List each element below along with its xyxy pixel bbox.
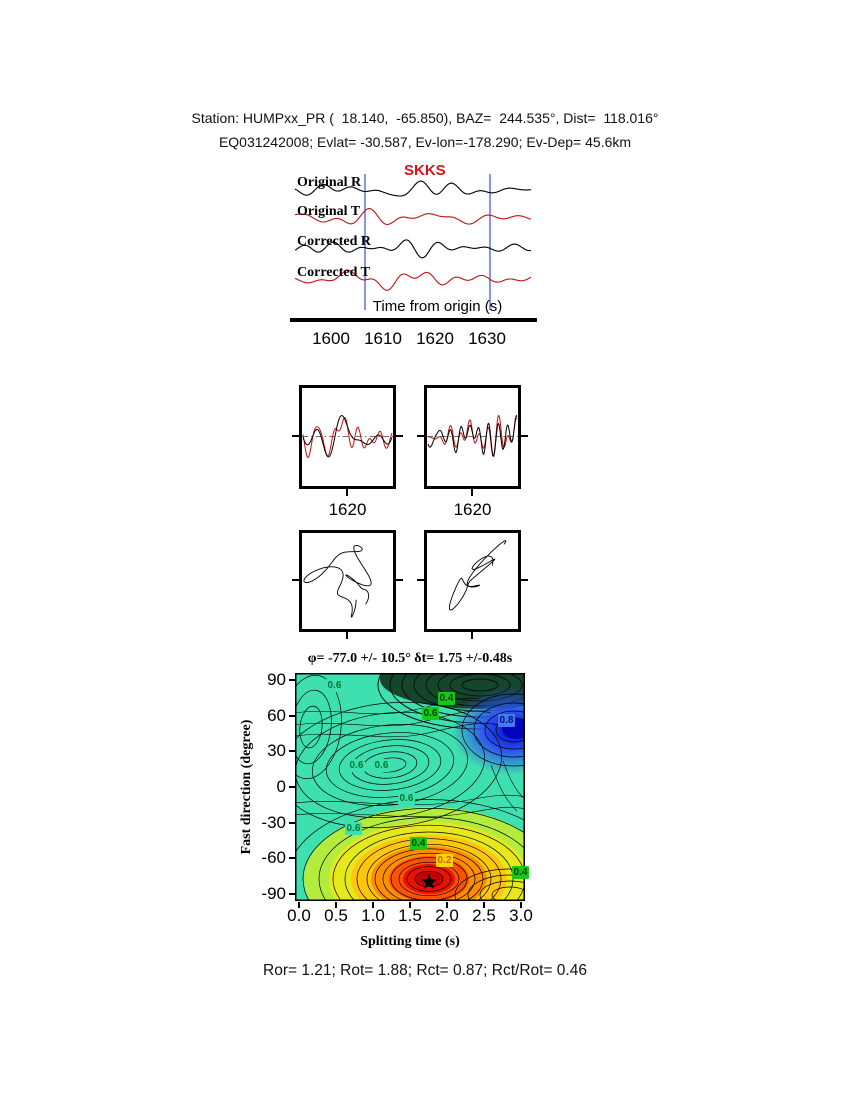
contour-ytick-label: 30 — [267, 741, 286, 761]
overlay-xtick-left: 1620 — [328, 500, 367, 519]
tick-mark — [298, 902, 300, 908]
tick-mark — [396, 435, 403, 437]
overlay-xtick-right: 1620 — [453, 500, 492, 519]
phase-label-skks: SKKS — [404, 162, 446, 179]
results-footer: Ror= 1.21; Rot= 1.88; Rct= 0.87; Rct/Rot… — [263, 962, 587, 979]
contour-level-label: 0.6 — [345, 822, 362, 835]
station-header: Station: HUMPxx_PR ( 18.140, -65.850), B… — [191, 110, 659, 126]
overlay-plot-right — [427, 415, 518, 457]
contour-xtick-label: 0.5 — [324, 906, 348, 925]
tick-mark — [409, 902, 411, 908]
contour-ytick-label: -30 — [261, 812, 286, 832]
tick-mark — [346, 632, 348, 639]
contour-xtick-label: 0.0 — [287, 906, 311, 925]
tick-mark — [521, 579, 528, 581]
trace-label-original-r: Original R — [297, 175, 362, 190]
particle-motion-plot-right — [448, 540, 507, 611]
tick-mark — [289, 714, 295, 717]
time-tick-label: 1630 — [468, 329, 506, 348]
contour-xtick-label: 2.0 — [435, 906, 459, 925]
contour-level-label: 0.4 — [438, 692, 455, 705]
tick-mark — [292, 435, 299, 437]
tick-mark — [289, 821, 295, 824]
time-tick-label: 1600 — [312, 329, 350, 348]
tick-mark — [521, 435, 528, 437]
contour-xtick-label: 1.0 — [361, 906, 385, 925]
trace-label-corrected-t: Corrected T — [297, 265, 370, 280]
tick-mark — [417, 435, 424, 437]
tick-mark — [346, 489, 348, 496]
contour-xtick-label: 3.0 — [509, 906, 533, 925]
particle-motion-panel-left — [299, 530, 396, 632]
contour-ytick-label: -60 — [261, 848, 286, 868]
time-axis-line — [290, 318, 537, 322]
contour-level-label: 0.8 — [498, 714, 515, 727]
tick-mark — [520, 902, 522, 908]
contour-level-label: 0.2 — [436, 854, 453, 867]
tick-mark — [289, 786, 295, 788]
contour-level-label: 0.6 — [348, 759, 365, 772]
contour-level-label: 0.6 — [373, 759, 390, 772]
tick-mark — [292, 579, 299, 581]
contour-level-label: 0.4 — [512, 866, 529, 879]
tick-mark — [471, 632, 473, 639]
tick-mark — [483, 902, 485, 908]
tick-mark — [289, 857, 295, 860]
contour-level-label: 0.6 — [326, 679, 343, 692]
tick-mark — [471, 489, 473, 496]
best-solution-star — [420, 873, 438, 889]
tick-mark — [289, 679, 295, 681]
overlay-panel-left — [299, 385, 396, 489]
tick-mark — [372, 902, 374, 908]
contour-ytick-label: 60 — [267, 705, 286, 725]
trace-label-corrected-r: Corrected R — [297, 234, 371, 249]
contour-title: φ= -77.0 +/- 10.5° δt= 1.75 +/-0.48s — [307, 651, 513, 666]
tick-mark — [396, 579, 403, 581]
tick-mark — [289, 893, 295, 895]
overlay-plot-left — [302, 415, 393, 458]
time-tick-label: 1620 — [416, 329, 454, 348]
event-header: EQ031242008; Evlat= -30.587, Ev-lon=-178… — [218, 134, 632, 150]
contour-ytick-label: -90 — [261, 884, 286, 903]
seismogram-traces-plot — [294, 174, 532, 310]
tick-mark — [335, 902, 337, 908]
trace-label-original-t: Original T — [297, 204, 361, 219]
contour-level-label: 0.6 — [422, 707, 439, 720]
contour-level-label: 0.4 — [410, 837, 427, 850]
overlay-panel-right — [424, 385, 521, 489]
contour-level-label: 0.6 — [398, 792, 415, 805]
tick-mark — [417, 579, 424, 581]
contour-xtick-label: 2.5 — [472, 906, 496, 925]
misfit-contour-map — [295, 673, 525, 901]
contour-xtick-label: 1.5 — [398, 906, 422, 925]
contour-ytick-label: 0 — [276, 777, 286, 796]
contour-ytick-label: 90 — [267, 670, 286, 689]
contour-xlabel: Splitting time (s) — [360, 934, 460, 949]
time-axis-title: Time from origin (s) — [372, 298, 503, 315]
tick-mark — [446, 902, 448, 908]
particle-motion-panel-right — [424, 530, 521, 632]
tick-mark — [289, 750, 295, 753]
time-tick-label: 1610 — [364, 329, 402, 348]
particle-motion-plot-left — [303, 545, 372, 618]
